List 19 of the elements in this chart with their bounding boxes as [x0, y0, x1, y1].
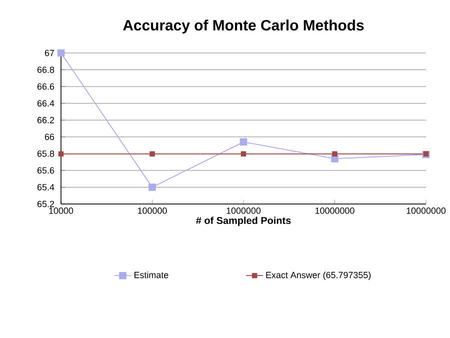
- y-tick-label: 66.4: [37, 100, 54, 107]
- x-tick-label: 10000000: [406, 208, 446, 214]
- x-tick-label: 10000: [49, 208, 74, 214]
- legend-label: Estimate: [134, 272, 168, 278]
- y-tick-label: 66: [44, 134, 54, 140]
- y-tick-label: 65.6: [37, 167, 54, 174]
- y-tick-label: 66.8: [37, 66, 54, 73]
- y-tick-label: 65.2: [37, 200, 54, 208]
- x-tick-label: 10000000: [315, 208, 354, 214]
- chart-title: Accuracy of Monte Carlo Methods: [123, 20, 364, 34]
- x-axis-title: # of Sampled Points: [196, 216, 291, 226]
- y-tick-label: 65.4: [37, 184, 54, 190]
- y-tick-label: 66.2: [37, 116, 54, 124]
- x-tick-label: 100000: [138, 208, 167, 214]
- x-tick-label: 1000000: [226, 208, 261, 214]
- y-tick-label: 67: [44, 50, 54, 56]
- y-tick-label: 66.6: [37, 83, 54, 90]
- y-tick-label: 65.8: [37, 150, 54, 157]
- legend-label: Exact Answer (65.797355): [266, 272, 371, 280]
